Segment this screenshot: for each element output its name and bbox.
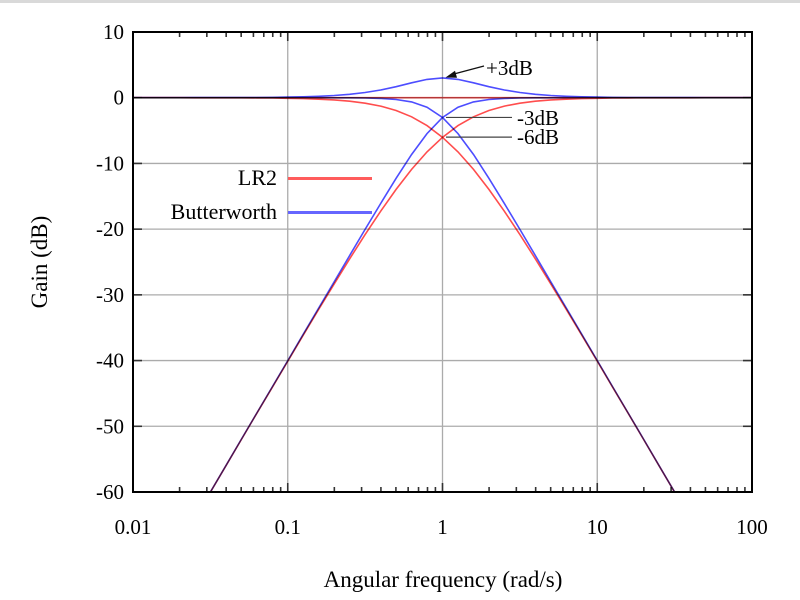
legend-label-lr2: LR2	[237, 165, 277, 190]
y-axis-label: Gain (dB)	[27, 215, 52, 309]
annotation-minus-3db: -3dB	[517, 106, 559, 130]
annotation-minus-6db: -6dB	[517, 125, 559, 149]
x-tick-label: 0.01	[115, 515, 152, 539]
annotation-arrow-plus-3db	[451, 65, 485, 76]
x-tick-label: 10	[587, 515, 608, 539]
y-tick-label: 0	[114, 86, 125, 110]
y-tick-label: 10	[103, 20, 124, 44]
y-tick-label: -40	[96, 349, 124, 373]
x-tick-label: 1	[437, 515, 448, 539]
legend-line-butterworth	[288, 211, 372, 214]
plot-border	[132, 31, 753, 493]
legend-line-lr2	[288, 177, 372, 180]
y-tick-label: -20	[96, 217, 124, 241]
x-axis-label: Angular frequency (rad/s)	[323, 567, 563, 592]
annotation-plus-3db: +3dB	[486, 56, 533, 80]
annotation-arrowhead-plus-3db	[445, 70, 457, 78]
y-tick-label: -60	[96, 480, 124, 504]
y-tick-label: -30	[96, 283, 124, 307]
x-tick-label: 100	[736, 515, 768, 539]
x-tick-label: 0.1	[275, 515, 301, 539]
y-tick-label: -10	[96, 151, 124, 175]
y-tick-label: -50	[96, 414, 124, 438]
top-border-strip	[0, 0, 800, 3]
series-butterworth-sum	[134, 77, 751, 99]
legend-label-butterworth: Butterworth	[170, 199, 277, 224]
